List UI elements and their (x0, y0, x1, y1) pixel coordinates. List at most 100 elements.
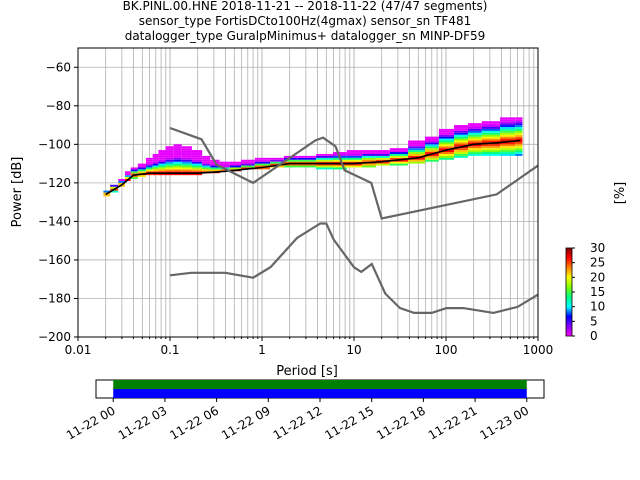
ppsd-bin (130, 171, 138, 174)
ppsd-bin (165, 165, 174, 168)
ppsd-bin (500, 128, 516, 131)
ppsd-bin (254, 157, 271, 160)
ppsd-bin (316, 155, 334, 158)
ppsd-bin (202, 155, 211, 158)
ppsd-bin (165, 169, 174, 172)
ppsd-bin (158, 161, 166, 164)
ppsd-bin (375, 159, 390, 162)
ppsd-bin (229, 163, 242, 166)
ppsd-bin (165, 171, 174, 174)
ppsd-bin (191, 171, 203, 174)
ppsd-bin (173, 161, 182, 164)
ppsd-bin (362, 153, 376, 156)
ppsd-bin (454, 142, 468, 145)
ppsd-bin (181, 148, 192, 151)
ppsd-bin (438, 136, 455, 139)
ppsd-bin (500, 148, 516, 151)
ppsd-bin (389, 161, 409, 164)
ppsd-bin (500, 152, 516, 154)
ppsd-bin (515, 146, 523, 149)
y-tick-label: −120 (38, 176, 71, 190)
ppsd-bin (500, 123, 516, 126)
x-axis-label: Period [s] (276, 364, 338, 379)
ppsd-bin (173, 163, 182, 166)
ppsd-bin (467, 153, 482, 156)
x-tick-label: 0.1 (160, 343, 179, 357)
ppsd-bin (145, 157, 153, 160)
ppsd-bin (515, 119, 523, 122)
ppsd-bin (210, 167, 220, 170)
ppsd-bin (210, 169, 220, 172)
ppsd-bin (158, 152, 166, 154)
ppsd-bin (241, 163, 255, 166)
ppsd-bin (181, 161, 192, 164)
ppsd-bin (152, 157, 159, 160)
ppsd-bin (152, 169, 159, 172)
ppsd-bin (425, 140, 439, 143)
ppsd-bin (165, 163, 174, 166)
ppsd-bin (191, 169, 203, 172)
ppsd-bin (481, 153, 501, 156)
noise-model-low-line (169, 222, 538, 315)
ppsd-bin (467, 152, 482, 154)
y-axis-ticks: −200 −180 −160 −140 −120 −100 −80 −60 (38, 60, 78, 344)
ppsd-bin (408, 153, 426, 156)
ppsd-bin (438, 155, 455, 158)
ppsd-bin (425, 142, 439, 145)
colorbar-tick-label: 25 (590, 256, 605, 270)
timeline-tick-label: 11-22 18 (374, 403, 428, 442)
ppsd-bin (137, 171, 146, 174)
ppsd-bin (481, 126, 501, 129)
ppsd-bin (202, 167, 211, 170)
ppsd-bin (137, 163, 146, 166)
ppsd-bin (375, 157, 390, 160)
ppsd-bin (408, 150, 426, 153)
ppsd-bin (158, 155, 166, 158)
ppsd-bin (152, 171, 159, 174)
ppsd-bin (283, 157, 298, 160)
ppsd-bin (191, 167, 203, 170)
ppsd-bin (515, 126, 523, 129)
ppsd-bin (408, 155, 426, 158)
ppsd-bin (438, 128, 455, 131)
ppsd-bin (202, 159, 211, 162)
ppsd-bin (152, 159, 159, 162)
ppsd-bin (389, 150, 409, 153)
ppsd-bin (173, 157, 182, 160)
timeline-segment-coverage (113, 380, 527, 389)
ppsd-bin (375, 161, 390, 164)
ppsd-bin (425, 157, 439, 160)
ppsd-bin (158, 153, 166, 156)
ppsd-bin (362, 165, 376, 168)
ppsd-bin (254, 165, 271, 168)
ppsd-bin (181, 152, 192, 154)
ppsd-bin (515, 117, 523, 120)
ppsd-bin (173, 171, 182, 174)
ppsd-bin (158, 163, 166, 166)
x-tick-label: 0.01 (65, 343, 92, 357)
ppsd-bin (254, 167, 271, 170)
timeline-tick-label: 11-23 00 (478, 403, 532, 442)
ppsd-bin (158, 159, 166, 162)
ppsd-bin (191, 163, 203, 166)
ppsd-bin (124, 177, 131, 180)
ppsd-bin (346, 152, 363, 154)
ppsd-bin (346, 155, 363, 158)
y-tick-label: −100 (38, 137, 71, 151)
ppsd-bin (467, 123, 482, 126)
ppsd-bin (481, 125, 501, 127)
ppsd-bin (158, 150, 166, 153)
x-tick-label: 100 (435, 343, 458, 357)
ppsd-bin (333, 163, 347, 166)
ppsd-bin (165, 167, 174, 170)
ppsd-bin (173, 150, 182, 153)
ppsd-bin (454, 130, 468, 133)
ppsd-bin (165, 146, 174, 149)
ppsd-bin (254, 161, 271, 164)
ppsd-bin (333, 167, 347, 170)
ppsd-bin (297, 165, 317, 168)
ppsd-bin (408, 159, 426, 162)
ppsd-bin (202, 165, 211, 168)
ppsd-bin (145, 159, 153, 162)
ppsd-bin (118, 182, 125, 185)
